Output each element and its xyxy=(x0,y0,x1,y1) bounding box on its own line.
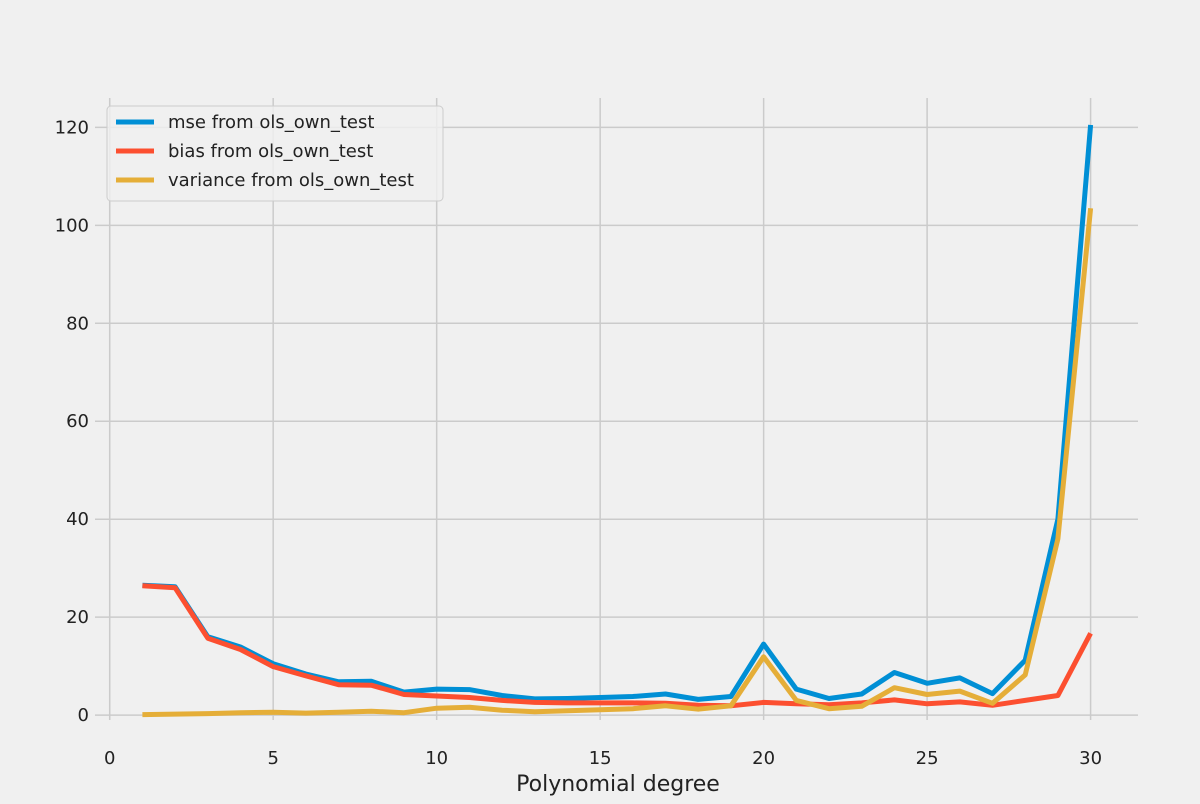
legend-label-variance: variance from ols_own_test xyxy=(168,170,414,191)
x-tick-label: 20 xyxy=(752,748,775,769)
legend-label-mse: mse from ols_own_test xyxy=(168,112,374,133)
y-tick-label: 0 xyxy=(78,705,89,726)
x-tick-label: 25 xyxy=(916,748,939,769)
y-tick-label: 40 xyxy=(66,509,89,530)
x-tick-label: 15 xyxy=(589,748,612,769)
series-line-variance xyxy=(142,207,1094,718)
x-tick-label: 0 xyxy=(104,748,115,769)
y-tick-label: 120 xyxy=(55,117,89,138)
series-line-mse xyxy=(142,124,1094,702)
y-tick-label: 60 xyxy=(66,411,89,432)
x-tick-label: 5 xyxy=(267,748,278,769)
series-line-bias xyxy=(142,583,1093,709)
y-tick-label: 80 xyxy=(66,313,89,334)
x-tick-label: 10 xyxy=(425,748,448,769)
series-lines xyxy=(142,124,1094,718)
y-tick-label: 20 xyxy=(66,607,89,628)
grid-lines xyxy=(95,98,1138,720)
x-axis-label: Polynomial degree xyxy=(516,772,720,797)
y-tick-label: 100 xyxy=(55,215,89,236)
legend-label-bias: bias from ols_own_test xyxy=(168,141,373,162)
legend-box xyxy=(106,105,444,202)
x-tick-label: 30 xyxy=(1079,748,1102,769)
tick-labels: 0 5 10 15 20 25 30 0 20 40 60 80 100 120 xyxy=(55,117,1102,769)
